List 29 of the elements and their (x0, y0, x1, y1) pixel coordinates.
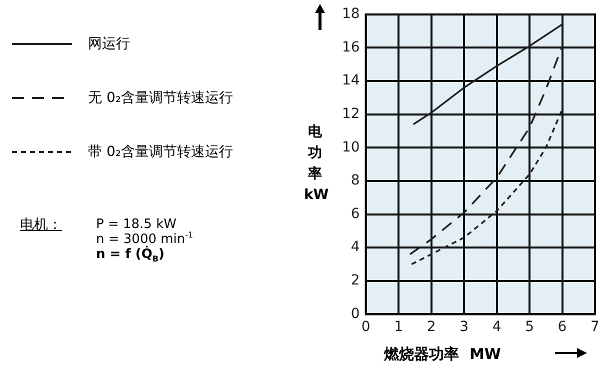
x-axis-title: 燃烧器功率 MW (384, 345, 501, 364)
line-series (409, 45, 564, 256)
text: n = 3000 min$^{-1}$ (96, 230, 194, 247)
y-tick-label: 12 (342, 106, 360, 122)
x-tick-label: 1 (394, 319, 404, 336)
legend-label: 带 0₂含量调节转速运行 (88, 143, 233, 161)
y-tick-label: 14 (342, 72, 360, 89)
legend-label: 网运行 (88, 35, 130, 53)
text: 电机： (20, 217, 62, 233)
text: P = 18.5 kW (96, 217, 176, 232)
x-tick-label: 4 (492, 319, 502, 336)
x-tick-label: 7 (590, 319, 600, 336)
x-tick-label: 0 (361, 319, 370, 336)
y-tick-label: 6 (350, 206, 360, 222)
y-tick-label: 10 (342, 139, 360, 156)
legend-label: 无 0₂含量调节转速运行 (88, 89, 233, 107)
y-tick-label: 2 (350, 272, 360, 289)
y-tick-label: 8 (350, 172, 360, 189)
x-tick-label: 5 (525, 319, 534, 336)
x-tick-label: 3 (460, 319, 468, 336)
y-tick-label: 0 (350, 306, 360, 322)
y-tick-label: 16 (342, 39, 360, 56)
y-tick-label: 4 (350, 239, 360, 256)
x-tick-label: 2 (426, 319, 436, 336)
text: n = f (Q̇$_{B}$) (96, 247, 164, 264)
y-axis-title: 电功率kW (304, 123, 329, 205)
y-tick-label: 18 (342, 6, 360, 22)
x-tick-label: 6 (558, 319, 567, 336)
line-series (410, 108, 564, 266)
